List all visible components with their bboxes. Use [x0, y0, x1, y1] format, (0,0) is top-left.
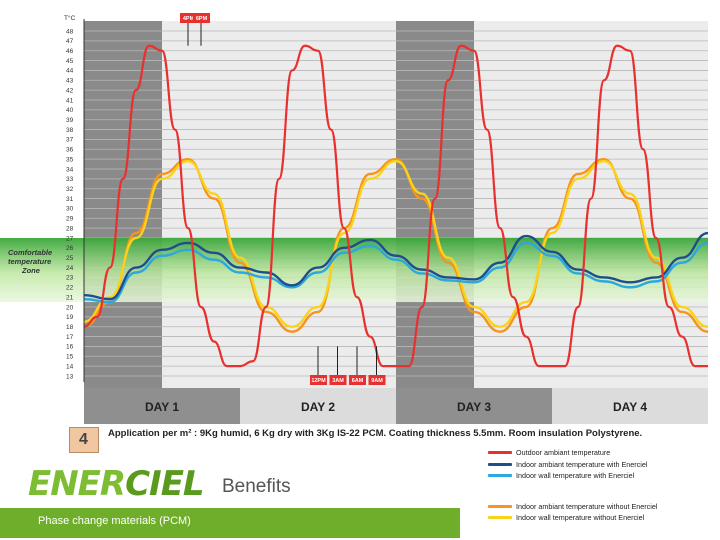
- y-tick-label: 32: [66, 186, 74, 193]
- time-marker-tag: [310, 375, 327, 385]
- y-tick-label: 38: [66, 127, 74, 134]
- y-tick-label: 31: [66, 196, 74, 203]
- time-marker-label: 6AM: [352, 378, 364, 384]
- enerciel-logo: ENERCIEL: [28, 464, 205, 504]
- time-markers: 4PM 6PM 12PM 3AM 6AM 9AM: [180, 13, 386, 385]
- time-marker-tag: [180, 13, 197, 23]
- y-axis-label: T°C: [64, 14, 76, 22]
- y-tick-label: 27: [66, 235, 74, 242]
- chart-background: [84, 21, 708, 424]
- day-label: DAY 4: [613, 400, 647, 414]
- legend-label: Indoor ambiant temperature with Enerciel: [516, 459, 648, 469]
- y-tick-label: 46: [66, 48, 74, 55]
- y-tick-label: 19: [66, 314, 74, 321]
- series-line-5: [83, 159, 709, 328]
- series-line-3: [83, 241, 709, 304]
- legend-label: Indoor wall temperature with Enerciel: [516, 471, 635, 480]
- legend-label: Outdoor ambiant temperature: [516, 448, 611, 457]
- slide-number: 4: [79, 431, 88, 448]
- time-marker-tag: [368, 375, 386, 385]
- y-tick-label: 33: [66, 176, 74, 183]
- time-marker-tag: [329, 375, 347, 385]
- time-marker-tag: [349, 375, 366, 385]
- y-tick-label: 25: [66, 255, 74, 262]
- y-tick-label: 39: [66, 117, 74, 124]
- y-tick-label: 34: [66, 166, 74, 173]
- legend-item: Indoor ambiant temperature with Enerciel: [488, 459, 720, 471]
- y-tick-label: 22: [66, 285, 74, 292]
- y-tick-label: 28: [66, 225, 74, 232]
- y-tick-label: 18: [66, 324, 74, 331]
- y-tick-label: 13: [66, 373, 74, 380]
- time-marker-tag: [193, 13, 210, 23]
- logo-part-2: CIEL: [125, 464, 204, 504]
- slide-number-badge: 4: [69, 427, 99, 453]
- legend-swatch: [488, 504, 512, 508]
- legend-gap: [488, 482, 720, 501]
- y-tick-label: 45: [66, 58, 74, 65]
- day-labels: DAY 1 DAY 2 DAY 3 DAY 4: [145, 400, 647, 414]
- series-line-1: [83, 44, 708, 368]
- day-strip: [396, 388, 552, 424]
- comfort-zone-label: Comfortable: [8, 248, 52, 257]
- legend-swatch: [488, 474, 512, 477]
- application-note: Application per m² : 9Kg humid, 6 Kg dry…: [108, 428, 643, 439]
- legend-item: Indoor wall temperature without Enerciel: [488, 512, 720, 524]
- day-label: DAY 2: [301, 400, 335, 414]
- y-tick-label: 21: [66, 294, 74, 301]
- series-line-2: [83, 231, 709, 301]
- time-marker-label: 4PM: [183, 16, 195, 22]
- y-tick-label: 43: [66, 78, 74, 85]
- y-tick-label: 44: [66, 68, 74, 75]
- time-marker-label: 12PM: [311, 378, 326, 384]
- y-tick-label: 42: [66, 87, 74, 94]
- banner-text: Phase change materials (PCM): [38, 515, 191, 527]
- subtitle-benefits: Benefits: [222, 476, 291, 497]
- day-strip: [84, 388, 240, 424]
- y-tick-label: 15: [66, 354, 74, 361]
- time-marker-label: 9AM: [371, 378, 383, 384]
- night-band: [396, 21, 474, 388]
- y-tick-label: 48: [66, 28, 74, 35]
- day-label: DAY 1: [145, 400, 179, 414]
- y-tick-label: 36: [66, 147, 74, 154]
- y-tick-label: 23: [66, 275, 74, 282]
- bottom-banner: [0, 508, 460, 538]
- y-tick-label: 37: [66, 137, 74, 144]
- y-tick-label: 30: [66, 206, 74, 213]
- y-tick-label: 35: [66, 156, 74, 163]
- comfort-zone-label: Zone: [21, 266, 40, 275]
- legend-label: Indoor wall temperature without Enerciel: [516, 513, 645, 522]
- legend-swatch: [488, 462, 512, 466]
- legend-item: Outdoor ambiant temperature: [488, 447, 720, 459]
- y-tick-label: 47: [66, 38, 74, 45]
- day-strip: [240, 388, 396, 424]
- logo-part-1: ENER: [28, 464, 126, 504]
- y-tick-label: 24: [66, 265, 74, 272]
- legend-swatch: [488, 516, 512, 519]
- y-tick-label: 16: [66, 344, 74, 351]
- day-strip: [552, 388, 708, 424]
- y-axis: 13 14 15 16 17 18 19 20 21 22 23 24 25 26 27 28 29 30 31 32…: [64, 14, 85, 382]
- y-tick-label: 14: [66, 363, 74, 370]
- legend-label: Indoor ambiant temperature without Enerc…: [516, 501, 658, 511]
- y-tick-label: 26: [66, 245, 74, 252]
- chart-series: [83, 44, 709, 368]
- chart-legend: Outdoor ambiant temperature Indoor ambian…: [488, 447, 720, 524]
- y-tick-label: 29: [66, 216, 74, 223]
- y-tick-label: 20: [66, 304, 74, 311]
- y-tick-label: 41: [66, 97, 74, 104]
- y-tick-label: 17: [66, 334, 74, 341]
- time-marker-label: 3AM: [332, 378, 344, 384]
- legend-swatch: [488, 451, 512, 454]
- y-tick-label: 40: [66, 107, 74, 114]
- comfort-zone-label: temperature: [8, 257, 51, 266]
- time-marker-label: 6PM: [196, 16, 208, 22]
- series-line-4: [83, 157, 709, 333]
- day-label: DAY 3: [457, 400, 491, 414]
- legend-item: Indoor wall temperature with Enerciel: [488, 470, 720, 482]
- legend-item: Indoor ambiant temperature without Enerc…: [488, 501, 720, 513]
